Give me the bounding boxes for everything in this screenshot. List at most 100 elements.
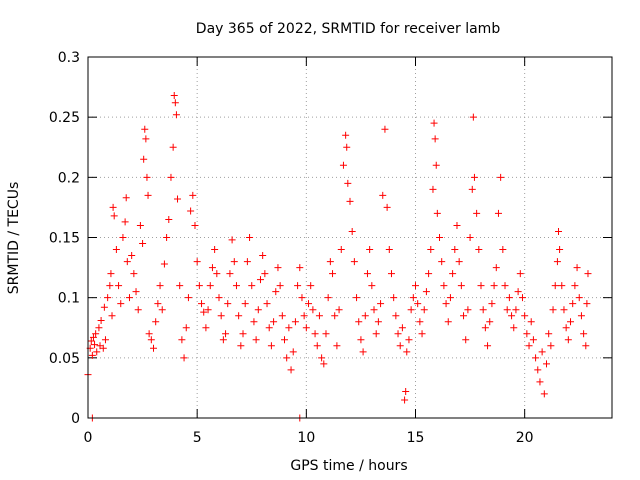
data-point [208, 264, 216, 272]
data-point [215, 294, 223, 302]
x-tick-label: 10 [297, 430, 315, 446]
data-point [555, 227, 563, 235]
data-point [396, 342, 404, 350]
data-point [342, 131, 350, 139]
data-point [123, 258, 131, 266]
data-point [169, 143, 177, 151]
data-point [250, 318, 258, 326]
data-point [305, 300, 313, 308]
data-point [564, 336, 572, 344]
data-point [363, 270, 371, 278]
data-point [222, 330, 230, 338]
data-point [272, 288, 280, 296]
data-point [475, 246, 483, 254]
data-point [331, 312, 339, 320]
data-point [549, 306, 557, 314]
data-point [543, 360, 550, 368]
y-tick-label: 0 [71, 411, 80, 427]
data-point [128, 252, 136, 260]
data-point [479, 306, 487, 314]
data-point [274, 264, 282, 272]
data-point [446, 294, 454, 302]
data-point [431, 135, 439, 143]
data-point [139, 240, 147, 248]
data-point [263, 300, 271, 308]
data-point [455, 258, 463, 266]
data-point [425, 270, 433, 278]
data-point [451, 246, 459, 254]
data-point [484, 342, 492, 350]
x-tick-label: 0 [84, 430, 93, 446]
data-point [178, 336, 186, 344]
data-points [84, 92, 592, 422]
data-point [91, 341, 99, 349]
data-point [449, 270, 457, 278]
data-point [294, 282, 302, 290]
data-point [172, 111, 180, 119]
data-point [540, 390, 548, 398]
data-point [112, 246, 120, 254]
data-point [556, 246, 564, 254]
data-point [174, 195, 182, 203]
data-point [150, 344, 157, 352]
data-point [518, 294, 526, 302]
data-point [326, 258, 334, 266]
data-point [195, 282, 203, 290]
data-point [239, 330, 247, 338]
data-point [357, 336, 365, 344]
data-point [141, 125, 149, 133]
data-point [405, 336, 413, 344]
data-point [486, 318, 494, 326]
data-point [503, 306, 511, 314]
data-point [516, 270, 524, 278]
data-point [346, 197, 354, 205]
data-point [414, 300, 422, 308]
data-point [460, 312, 468, 320]
data-point [494, 209, 502, 217]
data-point [462, 336, 470, 344]
data-point [211, 246, 219, 254]
data-point [156, 282, 164, 290]
data-point [202, 324, 210, 332]
data-point [187, 207, 195, 215]
data-point [281, 336, 288, 344]
data-point [228, 236, 236, 244]
data-point [508, 312, 516, 320]
x-tick-label: 20 [516, 430, 534, 446]
plot-frame [87, 56, 613, 419]
data-point [237, 342, 245, 350]
data-point [121, 218, 129, 226]
data-point [132, 288, 140, 296]
data-point [224, 300, 232, 308]
data-point [573, 264, 581, 272]
data-point [368, 282, 376, 290]
data-point [583, 300, 591, 308]
data-point [101, 336, 109, 344]
data-point [339, 161, 347, 169]
data-point [348, 227, 356, 235]
data-point [117, 300, 125, 308]
data-point [582, 342, 590, 350]
y-tick-label: 0.25 [49, 110, 80, 126]
data-point [315, 312, 323, 320]
data-point [547, 342, 555, 350]
x-axis-label: GPS time / hours [290, 458, 407, 474]
data-point [213, 270, 221, 278]
data-point [505, 294, 513, 302]
data-point [422, 288, 430, 296]
data-point [553, 258, 561, 266]
data-point [254, 306, 262, 314]
data-point [412, 282, 419, 290]
data-point [433, 209, 441, 217]
data-point [429, 185, 437, 193]
y-tick-label: 0.2 [58, 170, 80, 186]
data-point [571, 282, 579, 290]
data-point [184, 294, 192, 302]
data-point [204, 306, 212, 314]
data-point [562, 324, 570, 332]
data-point [140, 155, 148, 163]
data-point [160, 260, 168, 268]
data-point [97, 317, 105, 325]
data-point [430, 119, 438, 127]
data-point [243, 258, 251, 266]
